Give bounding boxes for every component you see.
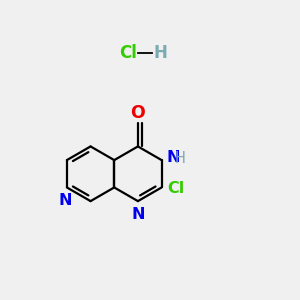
Text: Cl: Cl [167,181,184,196]
Text: H: H [154,44,167,62]
Text: H: H [175,151,186,166]
Text: Cl: Cl [119,44,136,62]
Text: N: N [58,194,72,208]
Text: N: N [132,207,145,222]
Text: N: N [167,150,180,165]
Text: O: O [130,104,145,122]
